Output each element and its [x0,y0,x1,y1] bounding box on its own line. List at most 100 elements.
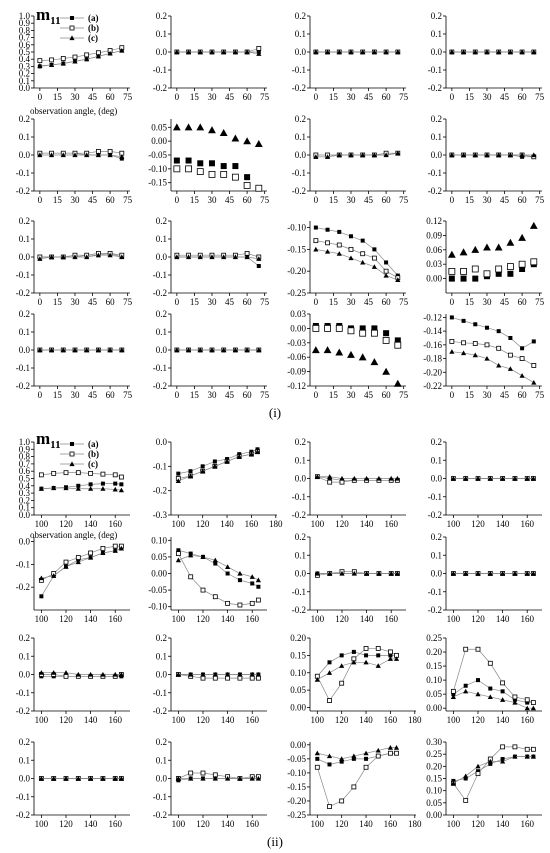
point-c [351,753,357,759]
point-c [376,570,382,576]
point-c [255,671,261,677]
x-tick-label: 0 [38,390,43,400]
point-c [175,557,181,563]
y-tick-label: 0.2 [156,216,167,226]
y-tick-label: 0.00 [151,569,167,579]
y-tick-label: 0.1 [156,327,167,337]
x-tick-label: 45 [88,297,98,307]
point-a [364,756,369,761]
point-c [500,570,506,576]
point-b [208,170,216,178]
x-tick-label: 30 [70,92,80,102]
point-c [463,475,469,481]
point-b [448,267,456,275]
point-a [360,238,365,243]
point-c [88,486,94,491]
x-tick-label: 15 [53,297,63,307]
point-c [174,49,180,55]
point-a [472,275,479,282]
y-tick-label: -0.20 [287,796,306,806]
legend-label-a: (a) [88,13,99,23]
y-tick-label: 0.6 [19,40,31,50]
y-tick-label: -0.1 [16,792,30,802]
point-c [37,347,43,353]
point-a [250,581,255,586]
x-tick-label: 120 [471,819,485,829]
point-c [314,474,320,479]
panel-ii-1: 0.00.10.20.30.40.50.60.70.80.91.0 100 120 1… [19,437,130,529]
point-b [313,238,319,244]
point-c [475,691,481,697]
x-tick-label: 30 [207,195,217,205]
y-tick-label: -0.10 [148,602,167,612]
point-c [237,570,243,576]
series-line-c [176,51,259,55]
point-c [450,570,456,576]
legend-marker-b [69,25,75,31]
point-c [244,254,250,260]
point-c [95,347,101,353]
point-c [37,256,43,261]
x-tick-label: 45 [225,390,235,400]
y-tick-label: 0.00 [426,703,442,713]
point-c [375,747,381,753]
x-tick-label: 60 [382,195,392,205]
point-b [518,260,526,268]
y-tick-label: -0.1 [16,363,30,373]
panel-ii-5: -0.2 -0.1 0.0 100 120 140 160 [16,537,130,624]
point-b [72,54,78,60]
y-tick-label: -0.1 [428,492,442,502]
x-tick-label: 45 [364,195,374,205]
point-b [75,470,81,476]
point-c [450,780,456,786]
legend-marker-c [69,35,75,41]
point-c [225,564,231,569]
y-tick-label: 0.09 [426,230,442,240]
x-tick-label: 180 [269,519,283,529]
point-b [231,173,239,181]
point-c [60,347,66,353]
y-tick-label: 0.0 [19,150,31,160]
point-c [530,754,536,759]
point-c [519,152,525,158]
x-tick-label: 100 [172,715,186,725]
y-tick-label: 0.05 [426,798,442,808]
x-tick-label: 0 [175,390,180,400]
point-c [221,49,227,55]
point-c [107,347,113,353]
point-a [500,689,505,694]
point-c [484,355,490,361]
legend-label-b: (b) [88,23,99,33]
y-tick-label: 0.0 [156,437,168,447]
x-tick-label: 160 [108,715,122,725]
series-line-c [317,747,397,760]
point-c [450,694,456,700]
point-c [112,486,118,492]
point-c [364,475,370,481]
series-line-c [453,690,534,709]
point-c [197,254,203,260]
point-b [360,251,366,257]
point-b [118,474,124,480]
point-b [531,363,537,368]
point-c [75,559,81,565]
x-tick-label: 15 [465,92,475,102]
point-c [37,63,43,68]
y-tick-label: 0.2 [431,114,442,124]
y-tick-label: -0.2 [428,605,442,615]
point-c [221,347,227,353]
point-a [200,464,205,469]
point-c [376,475,382,481]
y-tick-label: 0.0 [295,569,307,579]
point-c [393,745,400,750]
point-c [63,485,69,491]
y-tick-label: 0.1 [431,455,442,465]
point-b [237,602,243,608]
panel-ii-3: -0.2 -0.1 0.0 0.1 0.2 100 120 140 160 [292,437,406,529]
y-tick-label: 0.0 [19,252,31,262]
point-c [184,123,193,131]
point-c [351,475,357,481]
y-tick-label: 0.5 [19,474,31,484]
x-tick-label: 100 [35,519,49,529]
x-tick-label: 45 [364,92,374,102]
